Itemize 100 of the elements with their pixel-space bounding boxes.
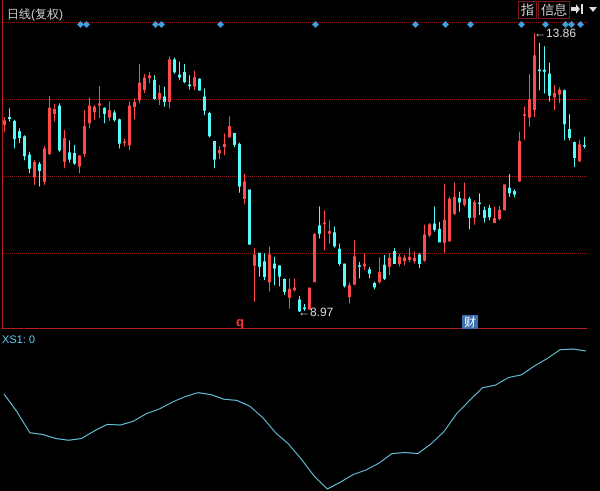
candlestick [273,256,276,286]
candlestick [403,254,406,266]
candlestick [218,146,221,160]
candlestick [453,182,456,216]
candlestick [78,154,81,174]
candlestick [383,254,386,281]
candlestick [153,74,156,100]
candlestick [178,61,181,80]
candlestick [63,130,66,169]
candlestick [193,70,196,91]
candlestick [503,184,506,211]
candlestick [358,261,361,279]
candlestick [28,151,31,174]
candlestick [268,246,271,292]
candlestick [223,132,226,156]
candlestick [538,42,541,91]
text: XS1: 0 [2,333,36,347]
candlestick [173,57,176,74]
candlestick [388,252,391,276]
candlestick [543,46,546,94]
candlestick [553,84,556,111]
candlestick [328,220,331,244]
candlestick [498,205,501,221]
candlestick [333,226,336,248]
candlestick [338,243,341,266]
candlestick [53,103,56,122]
candlestick [443,184,446,254]
candlestick [478,192,481,216]
candlestick [413,251,416,264]
candlestick [513,188,516,198]
candlestick [318,206,321,239]
candlestick [103,106,106,124]
candlestick [428,222,431,238]
candlestick [378,256,381,284]
candlestick [3,116,6,132]
candlestick [508,173,511,198]
candlestick [418,252,421,269]
candlestick [583,136,586,149]
candlestick [203,88,206,116]
candlestick [528,74,531,128]
candlestick [548,62,551,102]
candlestick [533,32,536,118]
candlestick [8,108,11,122]
candlestick [343,263,346,288]
candlestick [183,63,186,84]
candlestick [108,101,111,122]
candlestick [488,204,491,221]
candlestick [43,146,46,186]
candlestick [483,206,486,223]
candlestick [253,248,256,302]
candlestick [468,196,471,230]
candlestick [233,132,236,148]
candlestick [188,74,191,90]
candlestick [463,182,466,207]
candlestick [23,134,26,161]
candlestick [38,162,41,188]
candlestick [263,252,266,281]
candlestick [398,253,401,267]
candlestick [168,56,171,109]
annotation: 信息 [538,1,570,19]
candlestick [258,252,261,278]
candlestick [138,63,141,104]
candlestick [278,264,281,287]
candlestick [68,140,71,164]
annotation: ←13.86 [534,26,576,40]
candlestick [578,139,581,163]
candlestick [88,97,91,129]
candlestick [353,240,356,286]
candlestick [118,118,121,149]
candlestick [433,206,436,232]
candlestick [93,104,96,120]
candlestick [348,282,351,304]
candlestick [523,106,526,140]
candlestick [563,89,566,141]
candlestick [313,232,316,282]
candlestick [148,71,151,84]
candlestick [438,221,441,243]
candlestick [393,248,396,264]
candlestick [113,110,116,122]
candlestick [298,296,301,313]
candlestick [248,189,251,246]
candlestick [98,86,101,119]
candlestick [568,114,571,141]
candlestick [573,140,576,168]
candlestick [18,128,21,144]
candlestick [33,160,36,186]
candlestick [58,102,61,152]
candlestick [423,224,426,262]
annotation: 指 [518,1,537,19]
annotation: ←8.97 [298,305,334,319]
candlestick [143,74,146,94]
candlestick [293,278,296,292]
candlestick [213,140,216,169]
candlestick [128,101,131,151]
candlestick [163,86,166,108]
candlestick [368,266,371,279]
candlestick [408,247,411,262]
candlestick [373,281,376,290]
annotation: 财 [462,315,478,329]
text: 日线(复权) [7,7,63,21]
